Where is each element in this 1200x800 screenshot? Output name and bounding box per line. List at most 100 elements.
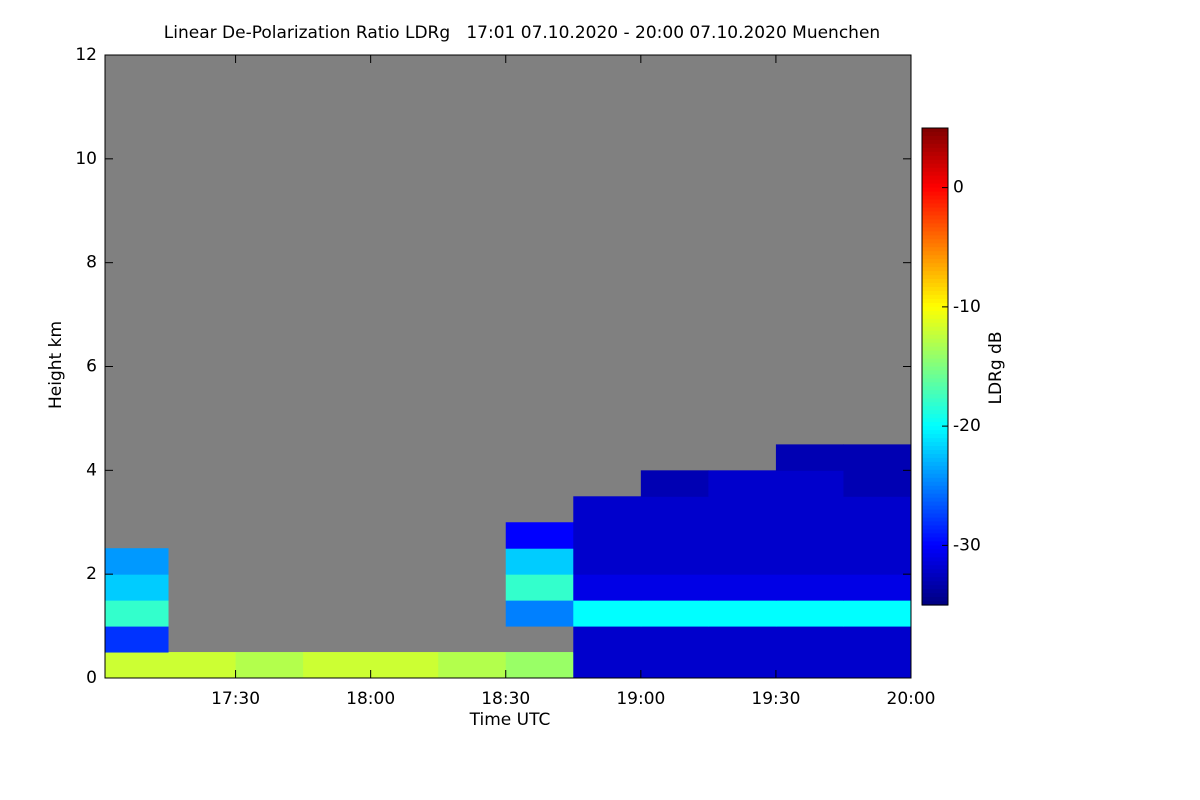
- colorbar-segment: [922, 259, 948, 264]
- colorbar-segment: [922, 163, 948, 169]
- colorbar-segment: [922, 398, 948, 403]
- colorbar-segment: [922, 545, 948, 550]
- colorbar-segment: [922, 601, 948, 606]
- heatmap-cell: [303, 652, 372, 679]
- colorbar-segment: [922, 231, 948, 236]
- colorbar-segment: [922, 561, 948, 566]
- colorbar-segment: [922, 565, 948, 570]
- heatmap-cell: [573, 496, 642, 523]
- colorbar-segment: [922, 207, 948, 213]
- heatmap-cell: [640, 548, 709, 575]
- heatmap-cell: [370, 652, 439, 679]
- heatmap-cell: [708, 470, 777, 497]
- heatmap-cell: [708, 626, 777, 653]
- colorbar-segment: [922, 465, 948, 471]
- colorbar-segment: [922, 290, 948, 296]
- colorbar-segment: [922, 338, 948, 344]
- heatmap-cell: [775, 600, 844, 627]
- heatmap-cell: [775, 626, 844, 653]
- colorbar-segment: [922, 191, 948, 197]
- colorbar-segment: [922, 131, 948, 137]
- colorbar-segment: [922, 251, 948, 256]
- colorbar-segment: [922, 243, 948, 248]
- colorbar-segment: [922, 505, 948, 511]
- heatmap-cell: [843, 600, 912, 627]
- heatmap-cell: [573, 548, 642, 575]
- colorbar-segment: [922, 275, 948, 280]
- colorbar-segment: [922, 330, 948, 336]
- x-tick-label: 18:00: [346, 689, 395, 709]
- heatmap-cell: [708, 600, 777, 627]
- colorbar-segment: [922, 298, 948, 304]
- colorbar-segment: [922, 589, 948, 594]
- heatmap-cell: [573, 600, 642, 627]
- colorbar-segment: [922, 239, 948, 244]
- heatmap-cell: [105, 574, 169, 601]
- colorbar-segment: [922, 255, 948, 260]
- colorbar-segment: [922, 382, 948, 387]
- heatmap-cell: [573, 522, 642, 549]
- colorbar-segment: [922, 529, 948, 535]
- heatmap-cell: [843, 548, 912, 575]
- colorbar-segment: [922, 481, 948, 487]
- colorbar-segment: [922, 187, 948, 193]
- heatmap-cell: [708, 652, 777, 679]
- colorbar-segment: [922, 155, 948, 161]
- y-tick-label: 10: [75, 149, 97, 169]
- colorbar-segment: [922, 334, 948, 340]
- colorbar-segment: [922, 271, 948, 276]
- x-tick-label: 19:00: [616, 689, 665, 709]
- colorbar-segment: [922, 509, 948, 515]
- heatmap-cell: [505, 522, 574, 549]
- heatmap-cell: [843, 522, 912, 549]
- heatmap-cell: [843, 652, 912, 679]
- colorbar-segment: [922, 577, 948, 582]
- colorbar-segment: [922, 477, 948, 483]
- heatmap-cell: [640, 600, 709, 627]
- colorbar-segment: [922, 517, 948, 523]
- colorbar-segment: [922, 438, 948, 443]
- colorbar-segment: [922, 223, 948, 228]
- colorbar-segment: [922, 525, 948, 531]
- colorbar-segment: [922, 247, 948, 252]
- colorbar-segment: [922, 434, 948, 439]
- colorbar-segment: [922, 183, 948, 189]
- colorbar-segment: [922, 501, 948, 507]
- colorbar-segment: [922, 378, 948, 383]
- colorbar-segment: [922, 227, 948, 232]
- heatmap-cell: [843, 574, 912, 601]
- colorbar-segment: [922, 350, 948, 356]
- heatmap-cell: [640, 470, 709, 497]
- y-tick-label: 4: [86, 460, 97, 480]
- colorbar-segment: [922, 294, 948, 300]
- colorbar-segment: [922, 394, 948, 399]
- colorbar-segment: [922, 569, 948, 574]
- colorbar-segment: [922, 422, 948, 427]
- y-tick-label: 6: [86, 357, 97, 377]
- colorbar-segment: [922, 553, 948, 558]
- colorbar-segment: [922, 175, 948, 181]
- y-axis-label: Height km: [46, 321, 66, 409]
- colorbar-segment: [922, 521, 948, 527]
- heatmap-cell: [775, 470, 844, 497]
- heatmap-cell: [105, 652, 169, 679]
- colorbar-tick-label: -20: [953, 416, 981, 436]
- colorbar-segment: [922, 302, 948, 308]
- heatmap-cell: [505, 574, 574, 601]
- heatmap-cell: [505, 600, 574, 627]
- colorbar-segment: [922, 449, 948, 455]
- colorbar-tick-label: 0: [953, 178, 964, 198]
- colorbar-segment: [922, 485, 948, 491]
- colorbar-segment: [922, 306, 948, 312]
- heatmap-cell: [573, 652, 642, 679]
- colorbar-segment: [922, 322, 948, 328]
- x-tick-label: 19:30: [751, 689, 800, 709]
- colorbar-segment: [922, 310, 948, 316]
- heatmap-cell: [573, 626, 642, 653]
- colorbar-segment: [922, 473, 948, 479]
- colorbar-segment: [922, 461, 948, 467]
- heatmap-cell: [843, 626, 912, 653]
- colorbar-segment: [922, 287, 948, 292]
- heatmap-cell: [640, 574, 709, 601]
- heatmap-cell: [438, 652, 507, 679]
